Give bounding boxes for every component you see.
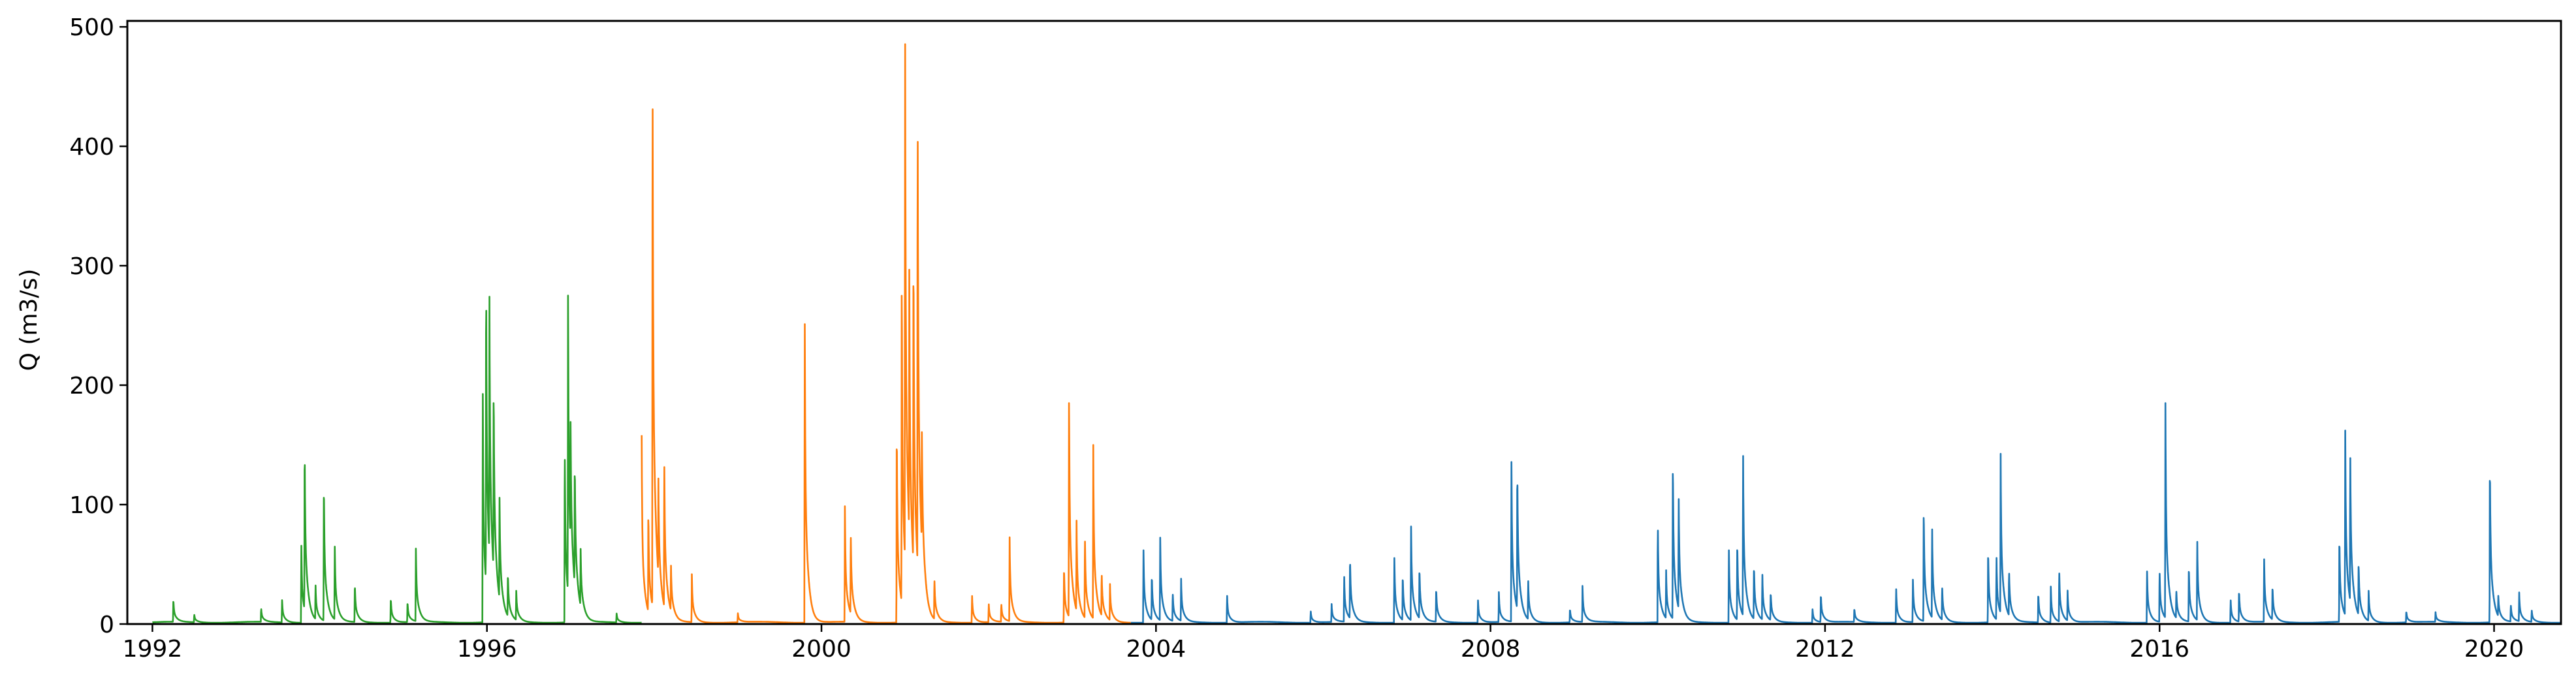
y-tick-label: 300: [69, 253, 114, 280]
plot-frame: [126, 20, 2562, 625]
y-tick-label: 0: [99, 612, 114, 638]
y-tick-label: 500: [69, 14, 114, 41]
x-tick-label: 2008: [1461, 636, 1521, 663]
y-tick-label: 200: [69, 373, 114, 399]
x-tick-label: 2000: [791, 636, 851, 663]
series-line-0: [151, 294, 643, 624]
x-tick-label: 2012: [1795, 636, 1855, 663]
x-tick-label: 2020: [2464, 636, 2524, 663]
x-axis: 1992 1996 2000 2004 2008 2012 2016 2020: [123, 624, 2524, 663]
x-tick-label: 1992: [123, 636, 183, 663]
x-tick-label: 1996: [457, 636, 517, 663]
y-tick-label: 100: [69, 492, 114, 519]
y-tick-label: 400: [69, 134, 114, 161]
y-axis-label: Q (m3/s): [16, 269, 42, 371]
series-line-1: [641, 43, 1132, 624]
y-axis: 0 100 200 300 400 500: [69, 14, 127, 638]
series-line-2: [1130, 402, 2562, 624]
series-layer: [151, 43, 2562, 624]
x-tick-label: 2016: [2129, 636, 2189, 663]
x-tick-label: 2004: [1126, 636, 1186, 663]
